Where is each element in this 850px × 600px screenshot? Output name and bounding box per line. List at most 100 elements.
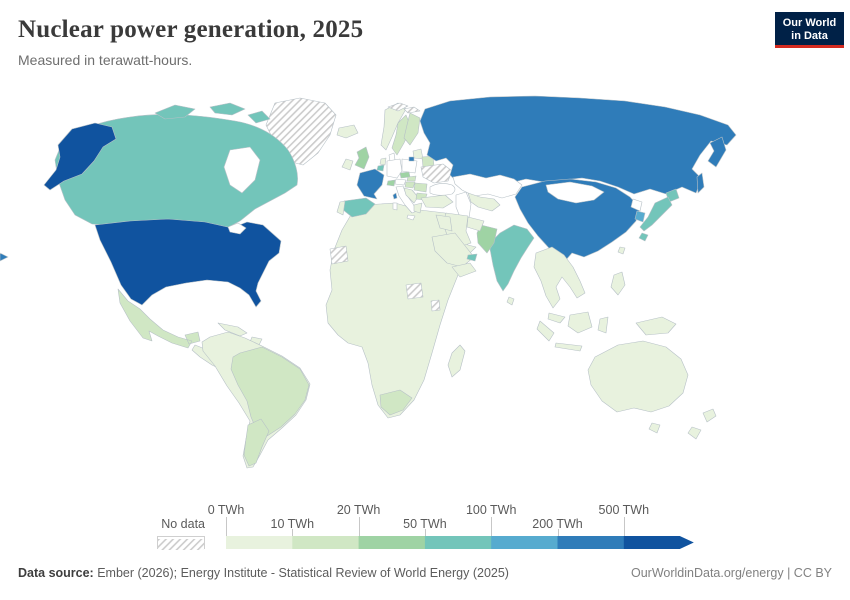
legend-tick-label: 0 TWh	[207, 503, 245, 517]
country-pakistan[interactable]	[476, 224, 498, 254]
country-finland[interactable]	[403, 112, 421, 146]
region-borneo[interactable]	[567, 311, 593, 334]
country-germany[interactable]	[386, 158, 403, 179]
country-usa[interactable]	[94, 218, 282, 308]
footer-link[interactable]: OurWorldinData.org/energy | CC BY	[630, 566, 832, 580]
country-canada-arctic-islands[interactable]	[154, 102, 271, 124]
country-philippines[interactable]	[610, 271, 626, 296]
country-south-africa[interactable]	[379, 389, 413, 416]
region-sicily[interactable]	[406, 214, 416, 221]
country-new-zealand-south[interactable]	[687, 426, 702, 440]
country-malaysia[interactable]	[547, 312, 566, 324]
region-corsica[interactable]	[392, 192, 398, 200]
region-taiwan[interactable]	[617, 246, 626, 255]
world-map	[0, 95, 850, 480]
region-sakhalin[interactable]	[696, 172, 705, 194]
legend-color-bar	[226, 536, 694, 549]
region-tasmania[interactable]	[648, 422, 661, 434]
hudson-bay	[223, 146, 261, 194]
country-greece[interactable]	[413, 202, 423, 214]
region-baltic-states[interactable]	[412, 148, 424, 160]
legend-bin-4[interactable]	[491, 536, 558, 549]
legend-bin-0[interactable]	[226, 536, 293, 549]
country-cuba[interactable]	[217, 322, 248, 337]
page-title: Nuclear power generation, 2025	[18, 16, 364, 43]
country-uae[interactable]	[466, 253, 478, 262]
region-sardinia[interactable]	[392, 202, 398, 211]
country-iraq[interactable]	[435, 214, 453, 232]
country-ukraine[interactable]	[420, 163, 453, 184]
country-madagascar[interactable]	[447, 344, 466, 378]
country-japan-kyushu[interactable]	[638, 232, 649, 242]
country-australia[interactable]	[587, 340, 689, 413]
region-sumatra[interactable]	[536, 320, 555, 342]
legend-tick-line	[226, 517, 227, 536]
country-south-sudan[interactable]	[405, 282, 424, 300]
region-southeast-asia[interactable]	[533, 246, 586, 309]
country-slovakia[interactable]	[406, 175, 417, 182]
region-balkans[interactable]	[403, 187, 419, 204]
country-new-zealand-north[interactable]	[702, 408, 717, 423]
country-japan-honshu[interactable]	[639, 196, 673, 232]
region-java[interactable]	[554, 342, 583, 352]
legend-tick-line	[292, 529, 294, 536]
country-mexico[interactable]	[117, 288, 201, 349]
country-iceland[interactable]	[336, 124, 359, 139]
country-united-kingdom[interactable]	[354, 146, 370, 170]
country-hungary[interactable]	[404, 181, 416, 189]
country-argentina[interactable]	[243, 418, 270, 467]
footer-source: Data source: Ember (2026); Energy Instit…	[18, 566, 509, 580]
legend-tick-line	[557, 529, 559, 536]
region-new-guinea[interactable]	[635, 316, 677, 336]
legend-bin-6[interactable]	[623, 536, 694, 549]
country-brazil[interactable]	[230, 346, 310, 437]
country-sweden[interactable]	[391, 114, 412, 156]
legend-tick-line	[491, 517, 493, 536]
country-kazakhstan[interactable]	[452, 173, 523, 199]
country-usa-alaska[interactable]	[43, 122, 117, 191]
region-sulawesi[interactable]	[597, 316, 609, 334]
country-south-korea[interactable]	[634, 210, 646, 223]
world-map-svg	[0, 95, 737, 469]
legend-bin-2[interactable]	[358, 536, 426, 549]
legend-tick-label: 500 TWh	[598, 503, 650, 517]
no-data-label: No data	[161, 517, 205, 531]
country-ireland[interactable]	[341, 158, 354, 171]
country-belgium[interactable]	[376, 164, 385, 172]
region-svalbard[interactable]	[387, 102, 421, 114]
country-india[interactable]	[489, 224, 535, 292]
owid-logo: Our World in Data	[775, 12, 844, 48]
legend-tick-line	[424, 529, 426, 536]
country-north-korea[interactable]	[630, 198, 643, 212]
legend-tick-label: 50 TWh	[403, 517, 447, 531]
legend-bin-5[interactable]	[557, 536, 625, 549]
country-china[interactable]	[514, 178, 641, 262]
country-romania[interactable]	[413, 182, 428, 193]
country-france[interactable]	[356, 168, 385, 200]
country-saudi-arabia[interactable]	[431, 232, 475, 268]
legend-tick-label: 20 TWh	[336, 503, 381, 517]
country-switzerland[interactable]	[386, 179, 396, 187]
region-kamchatka[interactable]	[707, 136, 727, 168]
black-sea	[429, 183, 456, 196]
region-kaliningrad[interactable]	[408, 156, 415, 162]
country-austria[interactable]	[394, 178, 407, 186]
no-data-swatch[interactable]	[157, 536, 205, 550]
country-netherlands[interactable]	[379, 157, 387, 166]
great-lakes	[227, 222, 247, 235]
legend-tick-line	[623, 517, 625, 536]
country-mongolia[interactable]	[545, 181, 605, 204]
country-russia[interactable]	[419, 95, 737, 195]
region-western-sahara[interactable]	[329, 245, 349, 265]
source-text: Ember (2026); Energy Institute - Statist…	[93, 566, 509, 580]
legend-bin-3[interactable]	[424, 536, 492, 549]
country-sri-lanka[interactable]	[506, 296, 515, 306]
country-afghanistan[interactable]	[466, 216, 485, 232]
region-central-asia[interactable]	[467, 192, 501, 212]
country-burundi[interactable]	[430, 299, 441, 312]
legend-tick-label: 10 TWh	[270, 517, 315, 531]
map-wrap-fragment	[0, 252, 9, 262]
legend-bin-1[interactable]	[292, 536, 360, 549]
region-yemen-oman[interactable]	[451, 262, 477, 278]
country-portugal[interactable]	[336, 200, 346, 216]
